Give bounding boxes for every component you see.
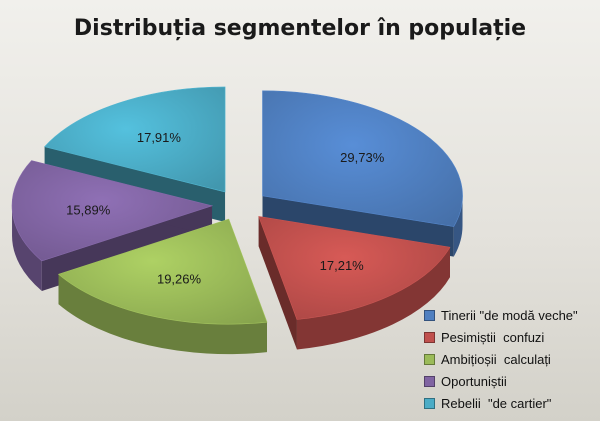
legend-label: Ambițioșii calculați <box>441 351 551 367</box>
data-label: 19,26% <box>157 272 202 287</box>
slice-rim <box>453 195 463 257</box>
legend-swatch <box>424 331 435 343</box>
slice-top <box>11 160 214 262</box>
legend-swatch <box>424 397 435 409</box>
slice-rim <box>12 205 42 291</box>
slice-side-wall <box>258 216 297 350</box>
slice-rim <box>58 274 267 355</box>
slice-top <box>258 216 451 320</box>
legend-swatch <box>424 375 435 387</box>
slice-top <box>262 90 463 227</box>
legend-label: Rebelii "de cartier" <box>441 395 552 411</box>
slice-rim <box>296 247 450 350</box>
pie-slice-2: 17,21% <box>258 216 451 350</box>
legend-label: Oportuniștii <box>441 373 507 389</box>
data-label: 17,21% <box>320 258 365 273</box>
slice-top <box>57 218 268 325</box>
legend-label: Tinerii "de modă veche" <box>441 307 578 323</box>
legend: Tinerii "de modă veche" Pesimiștii confuz… <box>424 304 578 414</box>
data-label: 29,73% <box>340 150 385 165</box>
data-label: 17,91% <box>137 130 182 145</box>
legend-item: Ambițioșii calculați <box>424 348 578 370</box>
legend-item: Oportuniștii <box>424 370 578 392</box>
chart-title: Distribuția segmentelor în populație <box>73 16 527 41</box>
data-label: 15,89% <box>66 202 111 217</box>
slice-top <box>44 86 226 193</box>
pie-slice-3: 19,26% <box>57 218 268 355</box>
legend-swatch <box>424 353 435 365</box>
legend-label: Pesimiștii confuzi <box>441 329 545 345</box>
legend-item: Pesimiștii confuzi <box>424 326 578 348</box>
legend-swatch <box>424 309 435 321</box>
legend-item: Tinerii "de modă veche" <box>424 304 578 326</box>
legend-item: Rebelii "de cartier" <box>424 392 578 414</box>
